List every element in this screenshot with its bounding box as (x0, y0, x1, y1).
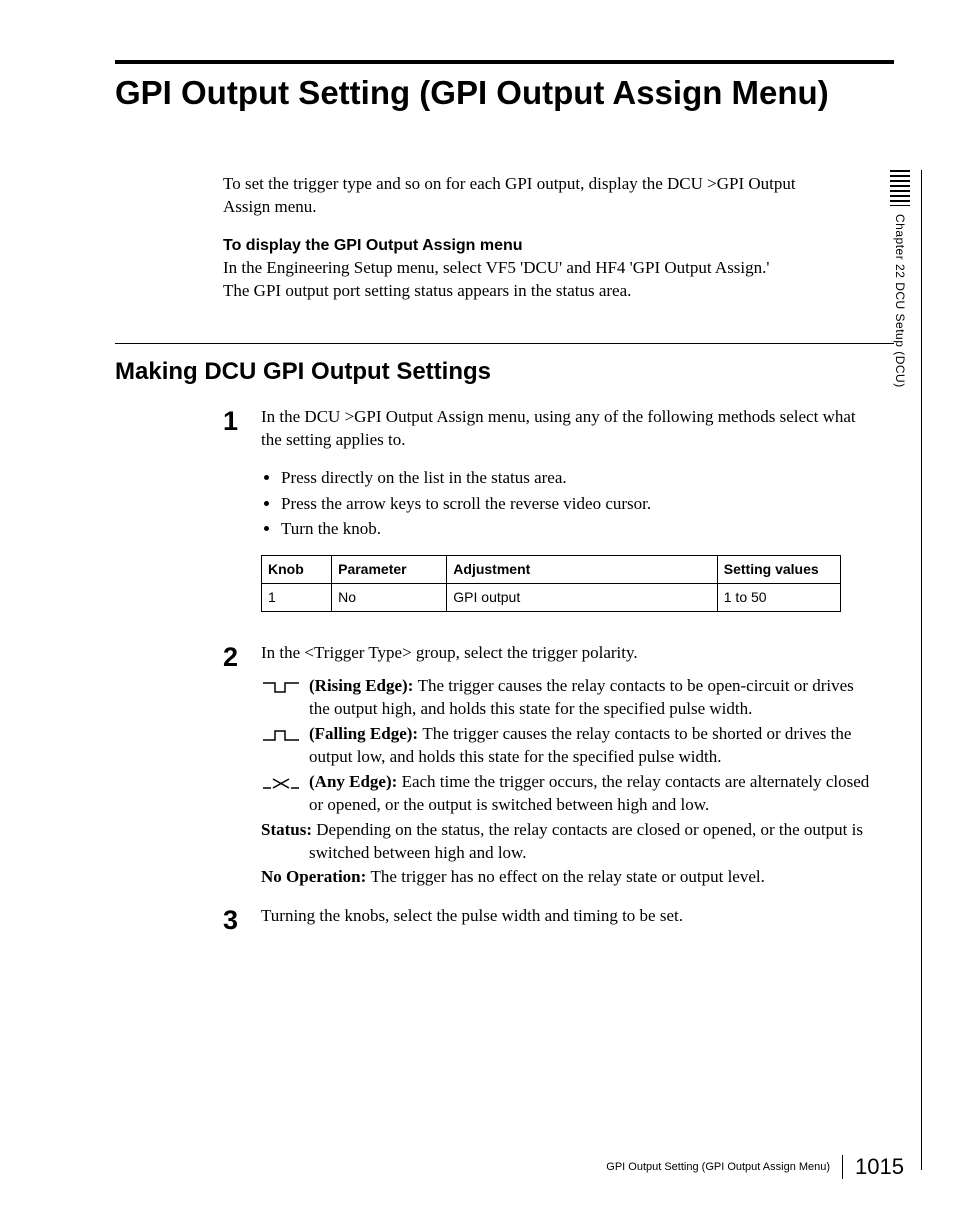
step-2-text: In the <Trigger Type> group, select the … (261, 642, 874, 665)
step-3: 3 Turning the knobs, select the pulse wi… (223, 905, 874, 934)
td-parameter: No (332, 584, 447, 612)
chapter-tab: Chapter 22 DCU Setup (DCU) (890, 170, 910, 388)
noop-term: No Operation: (261, 867, 371, 886)
def-falling-edge: (Falling Edge): The trigger causes the r… (261, 723, 874, 769)
rising-edge-term: (Rising Edge): (309, 676, 418, 695)
th-adjustment: Adjustment (447, 556, 717, 584)
footer-separator (842, 1155, 843, 1179)
table-header-row: Knob Parameter Adjustment Setting values (262, 556, 841, 584)
def-any-edge: (Any Edge): Each time the trigger occurs… (261, 771, 874, 817)
title-top-rule (115, 60, 894, 64)
right-margin-rule (921, 170, 922, 1170)
tab-hatching-icon (890, 170, 910, 206)
status-body: Depending on the status, the relay conta… (309, 820, 863, 862)
step-1-number: 1 (223, 406, 261, 435)
step-2: 2 In the <Trigger Type> group, select th… (223, 642, 874, 891)
step-1: 1 In the DCU >GPI Output Assign menu, us… (223, 406, 874, 628)
parameter-table: Knob Parameter Adjustment Setting values… (261, 555, 841, 612)
footer-label: GPI Output Setting (GPI Output Assign Me… (606, 1161, 830, 1173)
falling-edge-term: (Falling Edge): (309, 724, 422, 743)
list-item: Press directly on the list in the status… (281, 466, 874, 490)
any-edge-icon (261, 771, 309, 791)
def-status: Status: Depending on the status, the rel… (261, 819, 874, 865)
intro-subheading: To display the GPI Output Assign menu (223, 237, 814, 255)
page-footer: GPI Output Setting (GPI Output Assign Me… (606, 1154, 904, 1180)
step-3-number: 3 (223, 905, 261, 934)
chapter-label: Chapter 22 DCU Setup (DCU) (893, 214, 907, 388)
section-rule (115, 343, 894, 344)
th-knob: Knob (262, 556, 332, 584)
intro-paragraph-3: The GPI output port setting status appea… (223, 280, 814, 303)
intro-paragraph-2: In the Engineering Setup menu, select VF… (223, 257, 814, 280)
def-rising-edge: (Rising Edge): The trigger causes the re… (261, 675, 874, 721)
step-3-text: Turning the knobs, select the pulse widt… (261, 905, 874, 928)
td-setting-values: 1 to 50 (717, 584, 840, 612)
td-adjustment: GPI output (447, 584, 717, 612)
list-item: Press the arrow keys to scroll the rever… (281, 492, 874, 516)
table-row: 1 No GPI output 1 to 50 (262, 584, 841, 612)
footer-page-number: 1015 (855, 1154, 904, 1180)
intro-block: To set the trigger type and so on for ea… (223, 173, 814, 303)
status-term: Status: (261, 820, 316, 839)
def-no-operation: No Operation: The trigger has no effect … (261, 866, 874, 889)
section-title: Making DCU GPI Output Settings (115, 358, 894, 386)
th-setting-values: Setting values (717, 556, 840, 584)
intro-paragraph-1: To set the trigger type and so on for ea… (223, 173, 814, 219)
rising-edge-icon (261, 675, 309, 695)
step-2-number: 2 (223, 642, 261, 671)
th-parameter: Parameter (332, 556, 447, 584)
page-title: GPI Output Setting (GPI Output Assign Me… (115, 72, 894, 113)
noop-body: The trigger has no effect on the relay s… (371, 867, 765, 886)
any-edge-term: (Any Edge): (309, 772, 402, 791)
td-knob: 1 (262, 584, 332, 612)
step-1-text: In the DCU >GPI Output Assign menu, usin… (261, 406, 874, 452)
falling-edge-icon (261, 723, 309, 743)
list-item: Turn the knob. (281, 517, 874, 541)
step-1-bullets: Press directly on the list in the status… (261, 466, 874, 541)
